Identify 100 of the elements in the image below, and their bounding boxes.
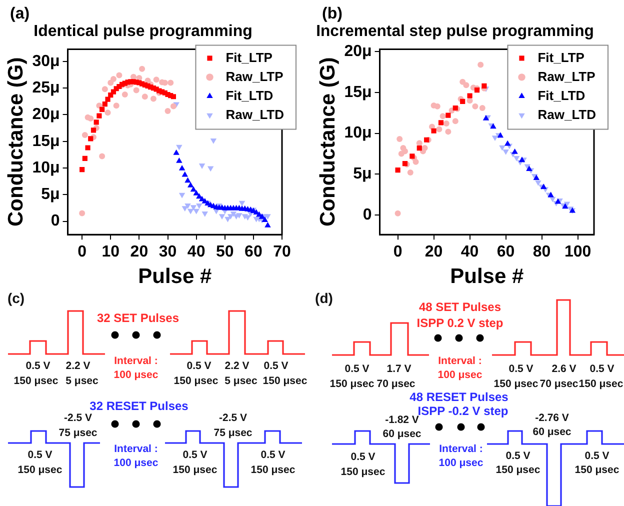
- point: [82, 156, 88, 161]
- point: [102, 86, 108, 92]
- point: [100, 106, 105, 112]
- point: [99, 153, 106, 160]
- legend-label: Raw_LTP: [226, 68, 284, 84]
- point: [549, 196, 556, 202]
- point: [94, 120, 99, 125]
- point: [198, 164, 206, 169]
- point: [170, 94, 176, 100]
- point: [431, 128, 436, 134]
- point: [133, 87, 140, 94]
- x-tick-label: 20: [130, 244, 148, 261]
- point: [443, 120, 450, 127]
- x-tick-label: 60: [244, 244, 262, 261]
- text: (c): [7, 290, 25, 306]
- legend-label: Fit_LTP: [538, 50, 585, 65]
- x-tick-label: 0: [393, 244, 402, 261]
- point: [452, 105, 458, 111]
- point: [535, 180, 542, 186]
- point: [395, 168, 400, 173]
- text: ISPP -0.2 V step: [418, 404, 508, 418]
- x-tick-label: 70: [273, 244, 291, 261]
- point: [446, 112, 451, 118]
- point: [445, 128, 452, 135]
- point: [122, 91, 128, 98]
- point: [472, 103, 478, 110]
- point: [168, 80, 174, 86]
- text: 32 RESET Pulses: [90, 399, 188, 413]
- point: [467, 93, 472, 98]
- point: [150, 96, 156, 102]
- x-tick-label: 10: [102, 244, 120, 261]
- text: 0.5 V: [186, 360, 212, 372]
- point: [184, 204, 191, 209]
- point: [438, 120, 444, 126]
- text: 0.5 V: [350, 450, 376, 463]
- point: [394, 210, 401, 216]
- point: [238, 200, 246, 206]
- text: (a): [10, 5, 30, 22]
- text: 60 μsec: [382, 428, 422, 440]
- text: 150 μsec: [262, 374, 308, 387]
- point: [407, 170, 414, 176]
- text: -2.76 V: [535, 412, 569, 424]
- text: -1.82 V: [385, 414, 419, 426]
- point: [164, 108, 171, 114]
- text: 48 RESET Pulses: [410, 390, 508, 404]
- point: [218, 214, 226, 220]
- point: [82, 132, 88, 138]
- point: [113, 102, 120, 109]
- text: 0.5 V: [182, 448, 208, 461]
- text: Interval :: [114, 354, 158, 367]
- point: [96, 113, 102, 118]
- point: [173, 149, 180, 155]
- text: 150 μsec: [578, 378, 624, 390]
- y-axis-title: Conductance (G): [316, 57, 340, 226]
- x-axis-title: Pulse #: [450, 265, 524, 288]
- point: [236, 213, 242, 218]
- point: [184, 177, 191, 183]
- text: 48 SET Pulses: [418, 300, 502, 314]
- point: [262, 216, 268, 222]
- text: 0.5 V: [264, 360, 288, 372]
- text: 100 μsec: [438, 456, 484, 469]
- x-tick-label: 60: [496, 244, 515, 261]
- point: [102, 102, 108, 107]
- y-tick-label: 5μ: [41, 186, 60, 204]
- point: [139, 66, 146, 72]
- x-tick-label: 50: [216, 244, 234, 261]
- legend-label: Raw_LTD: [538, 106, 596, 122]
- point: [178, 164, 186, 170]
- text: 2.2 V: [66, 360, 90, 372]
- y-tick-label: 20μ: [344, 43, 372, 60]
- text: 150 μsec: [172, 464, 218, 476]
- text: 0.5 V: [344, 362, 370, 375]
- point: [440, 113, 446, 120]
- point: [416, 145, 422, 151]
- text: 32 SET Pulses: [96, 311, 180, 325]
- point: [142, 94, 148, 100]
- point: [196, 204, 202, 209]
- text: 75 μsec: [58, 426, 98, 439]
- text: 150 μsec: [494, 378, 538, 390]
- y-tick-label: 30μ: [32, 52, 60, 70]
- point: [460, 98, 466, 104]
- text: Interval :: [438, 354, 482, 367]
- legend-label: Raw_LTP: [538, 68, 596, 84]
- text: -2.5 V: [64, 412, 92, 424]
- point: [170, 103, 176, 110]
- x-axis-title: Pulse #: [138, 265, 212, 288]
- x-tick-label: 40: [460, 244, 479, 261]
- point: [492, 136, 498, 142]
- text: 0.5 V: [590, 362, 614, 375]
- point: [463, 82, 470, 88]
- text: ISPP 0.2 V step: [416, 316, 504, 330]
- y-tick-label: 10μ: [32, 159, 60, 176]
- point: [176, 157, 182, 163]
- text: 0.5 V: [584, 450, 610, 462]
- y-tick-label: 0: [50, 212, 60, 230]
- point: [512, 148, 518, 154]
- point: [85, 145, 90, 150]
- text: Interval :: [439, 442, 483, 455]
- legend-label: Fit_LTD: [538, 88, 586, 103]
- text: 100 μsec: [438, 368, 482, 381]
